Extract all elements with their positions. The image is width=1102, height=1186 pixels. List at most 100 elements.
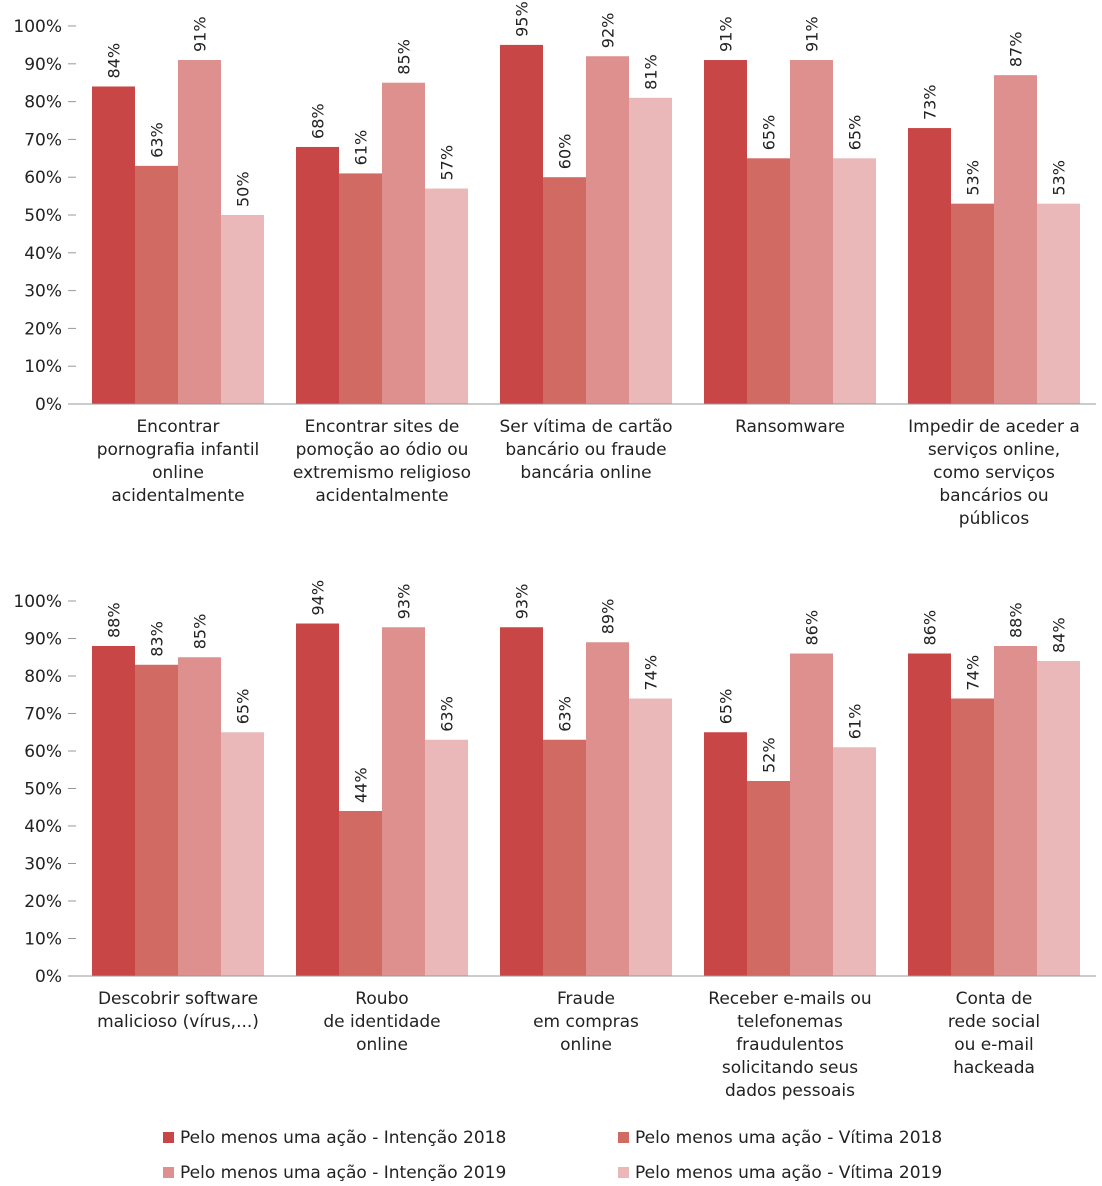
bar — [586, 642, 629, 976]
value-label: 85% — [395, 39, 414, 75]
value-label: 84% — [1050, 617, 1069, 653]
bar — [92, 646, 135, 976]
value-label: 65% — [760, 115, 779, 151]
bar — [908, 128, 951, 404]
bar — [425, 739, 468, 976]
x-tick-label: Receber e-mails ou telefonemas fraudulen… — [708, 989, 872, 1101]
y-tick-label: 60% — [24, 168, 62, 188]
value-label: 57% — [438, 145, 457, 181]
value-label: 86% — [921, 610, 940, 646]
bar — [382, 627, 425, 976]
x-tick-label: Fraude em compras online — [533, 989, 639, 1055]
bar — [221, 215, 264, 404]
x-tick-label: Encontrar pornografia infantil online ac… — [96, 417, 260, 506]
legend-item: Pelo menos uma ação - Vítima 2019 — [618, 1163, 942, 1183]
bar — [790, 653, 833, 976]
value-label: 85% — [191, 614, 210, 650]
bar — [790, 60, 833, 405]
y-tick-label: 10% — [24, 357, 62, 377]
bar — [296, 623, 339, 976]
value-label: 65% — [234, 689, 253, 725]
y-tick-label: 10% — [24, 930, 62, 950]
value-label: 53% — [964, 160, 983, 196]
bar — [543, 739, 586, 976]
y-tick-label: 90% — [24, 55, 62, 75]
y-tick-label: 0% — [35, 395, 62, 415]
y-tick-label: 80% — [24, 667, 62, 687]
x-tick-label: Roubo de identidade online — [323, 989, 441, 1055]
bar — [382, 82, 425, 404]
bar — [1037, 203, 1080, 404]
y-tick-label: 20% — [24, 319, 62, 339]
value-label: 92% — [599, 13, 618, 49]
value-label: 68% — [309, 103, 328, 139]
value-label: 74% — [964, 655, 983, 691]
bar — [221, 732, 264, 976]
x-tick-label: Ser vítima de cartão bancário ou fraude … — [499, 417, 673, 483]
value-label: 91% — [191, 16, 210, 52]
bar — [747, 781, 790, 976]
bar — [629, 698, 672, 976]
x-tick-label: Impedir de aceder a serviços online, com… — [908, 417, 1080, 529]
value-label: 86% — [803, 610, 822, 646]
bar — [339, 173, 382, 404]
y-tick-label: 70% — [24, 705, 62, 725]
y-tick-label: 40% — [24, 817, 62, 837]
value-label: 63% — [438, 696, 457, 732]
bar — [629, 97, 672, 404]
value-label: 84% — [105, 43, 124, 79]
bar — [704, 732, 747, 976]
value-label: 50% — [234, 171, 253, 207]
bar — [951, 203, 994, 404]
y-tick-label: 100% — [13, 592, 62, 612]
legend-label: Pelo menos uma ação - Vítima 2019 — [635, 1163, 943, 1183]
bar — [92, 86, 135, 404]
y-tick-label: 80% — [24, 93, 62, 113]
bar — [135, 165, 178, 404]
y-tick-label: 100% — [13, 17, 62, 37]
legend-swatch — [163, 1132, 174, 1143]
legend-item: Pelo menos uma ação - Intenção 2018 — [163, 1128, 506, 1148]
x-tick-label: Encontrar sites de pomoção ao ódio ou ex… — [292, 417, 472, 506]
bar — [500, 44, 543, 405]
y-tick-label: 90% — [24, 630, 62, 650]
y-tick-label: 60% — [24, 742, 62, 762]
bar — [908, 653, 951, 976]
bar — [296, 146, 339, 404]
legend-label: Pelo menos uma ação - Intenção 2019 — [180, 1163, 507, 1183]
legend-swatch — [618, 1132, 629, 1143]
bar — [833, 158, 876, 404]
value-label: 95% — [513, 1, 532, 37]
value-label: 88% — [105, 602, 124, 638]
y-tick-label: 0% — [35, 967, 62, 987]
bar — [704, 60, 747, 405]
value-label: 73% — [921, 84, 940, 120]
legend-swatch — [618, 1167, 629, 1178]
y-tick-label: 50% — [24, 780, 62, 800]
value-label: 53% — [1050, 160, 1069, 196]
value-label: 61% — [846, 704, 865, 740]
bar — [994, 646, 1037, 976]
legend-item: Pelo menos uma ação - Vítima 2018 — [618, 1128, 942, 1148]
value-label: 89% — [599, 599, 618, 635]
value-label: 52% — [760, 737, 779, 773]
value-label: 44% — [352, 767, 371, 803]
value-label: 65% — [846, 115, 865, 151]
bar — [543, 177, 586, 404]
bar — [951, 698, 994, 976]
bar — [586, 56, 629, 405]
bar — [833, 747, 876, 976]
value-label: 88% — [1007, 602, 1026, 638]
value-label: 74% — [642, 655, 661, 691]
value-label: 81% — [642, 54, 661, 90]
bar — [994, 75, 1037, 404]
bar — [500, 627, 543, 976]
y-tick-label: 30% — [24, 282, 62, 302]
y-tick-label: 70% — [24, 130, 62, 150]
bar — [425, 188, 468, 404]
value-label: 91% — [717, 16, 736, 52]
value-label: 94% — [309, 580, 328, 616]
legend-swatch — [163, 1167, 174, 1178]
